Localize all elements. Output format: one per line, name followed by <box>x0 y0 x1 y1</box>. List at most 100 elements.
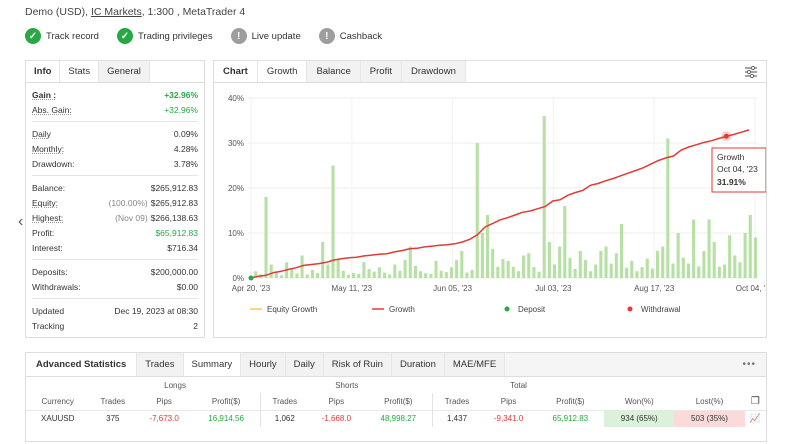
profit-bar <box>455 260 459 278</box>
broker-link[interactable]: IC Markets <box>90 6 142 18</box>
tab-balance[interactable]: Balance <box>307 61 361 82</box>
profit-bar <box>357 273 361 278</box>
profit-bar <box>583 260 587 278</box>
equity-row: Equity: (100.00%) $265,912.83 <box>32 195 198 210</box>
table-row: XAUUSD 375 -7,673.0 16,914.56 1,062 -1,6… <box>26 409 766 427</box>
tab-summary[interactable]: Summary <box>183 353 242 376</box>
profit-bar <box>609 263 613 278</box>
profit-bar <box>377 267 381 278</box>
legend-label: Withdrawal <box>641 305 681 314</box>
col-profit: Profit($) <box>556 396 585 406</box>
cell-trades: 1,437 <box>432 409 481 427</box>
badge-live-update[interactable]: ! Live update <box>230 26 311 46</box>
copy-icon[interactable]: ❐ <box>750 395 760 407</box>
divider <box>32 259 198 260</box>
updated-label: Updated <box>32 305 65 316</box>
withdrawals-value: $0.00 <box>176 281 198 292</box>
check-icon: ✓ <box>25 28 41 44</box>
y-tick-label: 30% <box>228 139 244 148</box>
profit-bar <box>300 255 304 278</box>
profit-bar <box>728 235 732 278</box>
highest-row: Highest: (Nov 09) $266,138.63 <box>32 210 198 225</box>
account-type: Demo (USD), <box>25 6 89 18</box>
balance-row: Balance: $265,912.83 <box>32 180 198 195</box>
profit-bar <box>475 143 479 278</box>
col-profit: Profit($) <box>211 396 241 406</box>
profit-bar <box>413 265 417 278</box>
tab-growth[interactable]: Growth <box>257 61 308 82</box>
profit-bar <box>712 242 716 278</box>
profit-bar <box>614 253 618 278</box>
tab-general[interactable]: General <box>99 61 150 82</box>
x-tick-label: Jun 05, '23 <box>433 284 472 293</box>
profit-bar <box>702 251 706 278</box>
growth-chart[interactable]: 0% 10% 20% 30% 40% Apr 20, '23 May 11, '23 Jun … <box>214 84 766 338</box>
tab-drawdown[interactable]: Drawdown <box>401 61 466 82</box>
cell-trades: 1,062 <box>260 409 309 427</box>
cell-pips: -7,673.0 <box>136 409 193 427</box>
tab-stats[interactable]: Stats <box>60 61 100 82</box>
profit-bar <box>511 266 515 278</box>
monthly-row: Monthly: 4.28% <box>32 141 198 156</box>
profit-bar <box>697 266 701 278</box>
profit-bar <box>403 260 407 278</box>
chevron-left-icon[interactable]: ‹ <box>18 213 24 230</box>
exclamation-icon: ! <box>230 28 247 44</box>
tab-chart[interactable]: Chart <box>214 61 258 82</box>
legend-swatch <box>504 306 510 312</box>
tab-mae-mfe[interactable]: MAE/MFE <box>444 353 506 376</box>
tab-duration[interactable]: Duration <box>391 353 445 376</box>
profit-bar <box>496 266 500 278</box>
hover-point <box>723 133 729 139</box>
exclamation-icon: ! <box>318 28 335 44</box>
profit-bar <box>722 264 727 278</box>
highest-value: $266,138.63 <box>150 212 198 223</box>
abs-gain-row: Abs. Gain: +32.96% <box>32 102 198 117</box>
deposits-row: Deposits: $200,000.00 <box>32 264 198 279</box>
profit-bar <box>743 233 747 278</box>
profit-bar <box>650 268 654 278</box>
chart-line-icon[interactable]: 📈 <box>744 409 766 427</box>
abs-gain-label: Abs. Gain: <box>32 104 72 115</box>
tab-daily[interactable]: Daily <box>285 353 324 376</box>
profit-bar <box>295 273 299 278</box>
cell-profit: 65,912.83 <box>536 409 605 427</box>
info-tabs: Info Stats General <box>26 61 204 83</box>
profit-bar <box>444 272 448 278</box>
withdrawals-row: Withdrawals: $0.00 <box>32 279 198 294</box>
badge-label: Live update <box>251 30 301 42</box>
profit-bar <box>501 259 505 278</box>
badge-cashback[interactable]: ! Cashback <box>318 26 392 46</box>
tab-profit[interactable]: Profit <box>360 61 402 82</box>
monthly-label: Monthly: <box>32 143 65 154</box>
cell-profit: 48,998.27 <box>364 409 433 427</box>
account-summary: Demo (USD), IC Markets, 1:300 , MetaTrad… <box>25 6 245 18</box>
tab-info[interactable]: Info <box>26 61 61 82</box>
withdrawals-label: Withdrawals: <box>32 281 81 292</box>
highest-date: (Nov 09) <box>115 212 148 223</box>
badge-track-record[interactable]: ✓ Track record <box>25 26 109 46</box>
settings-sliders-icon[interactable] <box>744 65 758 79</box>
profit-bar <box>717 266 721 278</box>
col-currency: Currency <box>41 396 74 406</box>
profit-bar <box>388 274 392 278</box>
interest-row: Interest: $716.34 <box>32 240 198 255</box>
profit-bar <box>382 272 387 278</box>
profit-bar <box>599 251 603 278</box>
tab-trades[interactable]: Trades <box>137 353 184 376</box>
profit-bar <box>486 215 490 278</box>
adv-tabs: Advanced Statistics Trades Summary Hourl… <box>26 353 766 377</box>
col-pips: Pips <box>328 396 345 406</box>
deposit-point <box>248 275 254 281</box>
y-tick-label: 0% <box>232 274 244 283</box>
profit-bar <box>604 246 608 278</box>
more-options-icon[interactable]: ••• <box>742 359 756 370</box>
tab-risk-of-ruin[interactable]: Risk of Ruin <box>323 353 392 376</box>
daily-label: Daily <box>32 128 51 139</box>
badge-trading-privileges[interactable]: ✓ Trading privileges <box>116 26 223 46</box>
x-tick-label: Apr 20, '23 <box>232 284 271 293</box>
profit-bar <box>568 257 572 278</box>
deposits-label: Deposits: <box>32 266 68 277</box>
chart-tabs: Chart Growth Balance Profit Drawdown <box>214 61 766 83</box>
tab-hourly[interactable]: Hourly <box>241 353 286 376</box>
